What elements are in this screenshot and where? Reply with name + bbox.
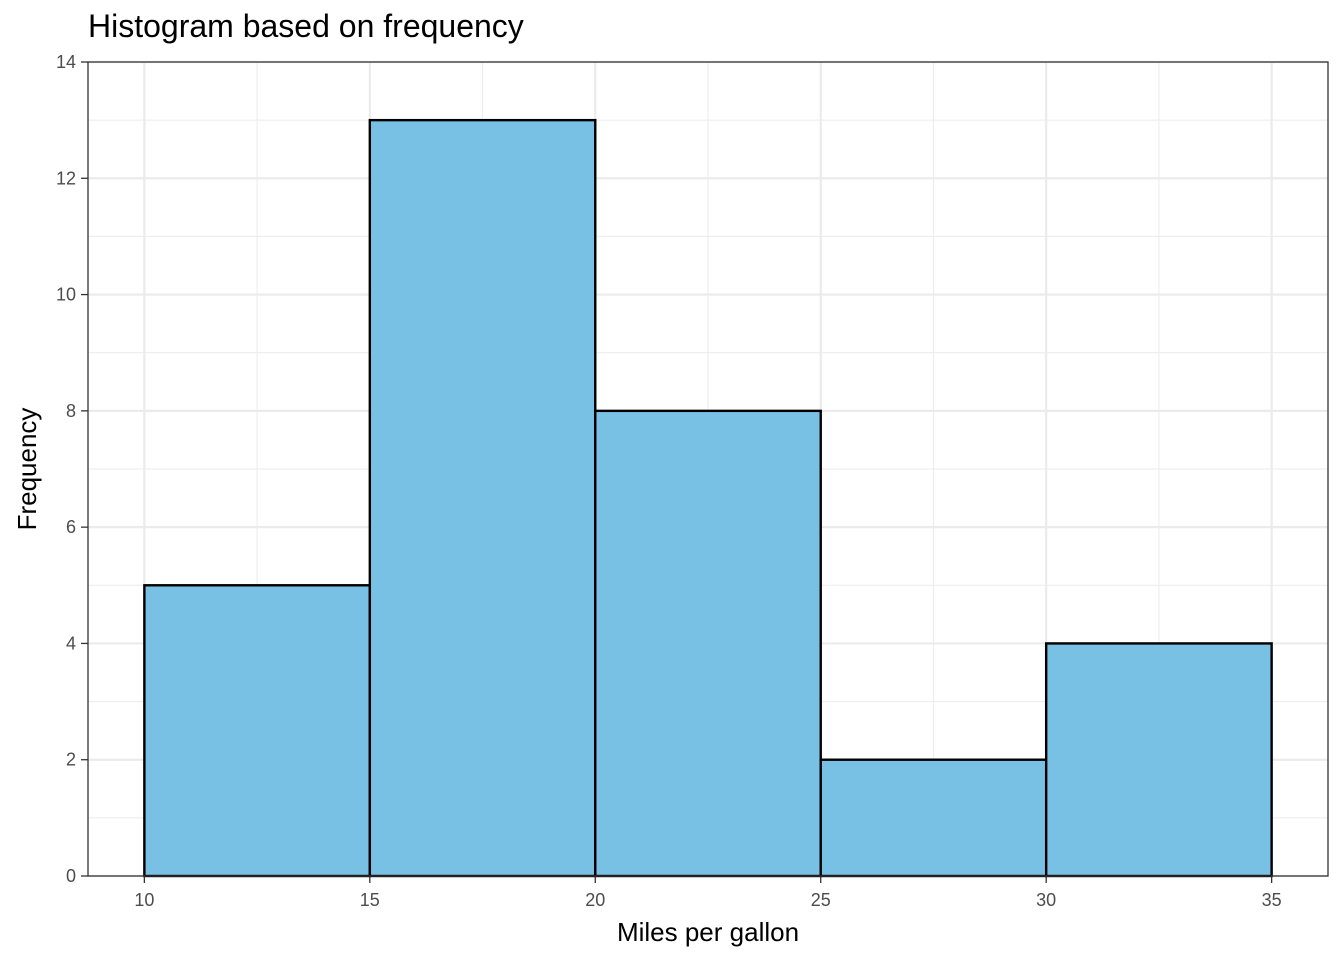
- histogram-bar-15-20: [368, 118, 597, 878]
- x-axis: 10 15 20 25 30 35: [134, 876, 1282, 910]
- y-tick-label: 4: [66, 633, 76, 653]
- histogram-bar-10-15: [143, 584, 372, 878]
- panel-border: [87, 61, 1329, 877]
- histogram-bar-20-25: [594, 409, 822, 878]
- y-tick-label: 10: [56, 285, 76, 305]
- y-tick-label: 8: [66, 401, 76, 421]
- y-tick-label: 6: [66, 517, 76, 537]
- y-axis-title: Frequency: [12, 408, 42, 531]
- histogram-bar-25-30: [819, 758, 1048, 878]
- y-axis: 0 2 4 6 8 10 12 14: [56, 52, 88, 886]
- x-tick-label: 35: [1262, 890, 1282, 910]
- x-tick-label: 10: [134, 890, 154, 910]
- x-tick-label: 15: [360, 890, 380, 910]
- chart-title: Histogram based on frequency: [88, 8, 524, 44]
- x-axis-title: Miles per gallon: [617, 917, 799, 947]
- y-tick-label: 12: [56, 168, 76, 188]
- histogram-bars: [143, 118, 1273, 878]
- histogram-bar-30-35: [1044, 642, 1273, 878]
- y-tick-label: 14: [56, 52, 76, 72]
- x-tick-label: 20: [585, 890, 605, 910]
- y-tick-label: 0: [66, 866, 76, 886]
- x-tick-label: 30: [1036, 890, 1056, 910]
- y-tick-label: 2: [66, 750, 76, 770]
- x-tick-label: 25: [811, 890, 831, 910]
